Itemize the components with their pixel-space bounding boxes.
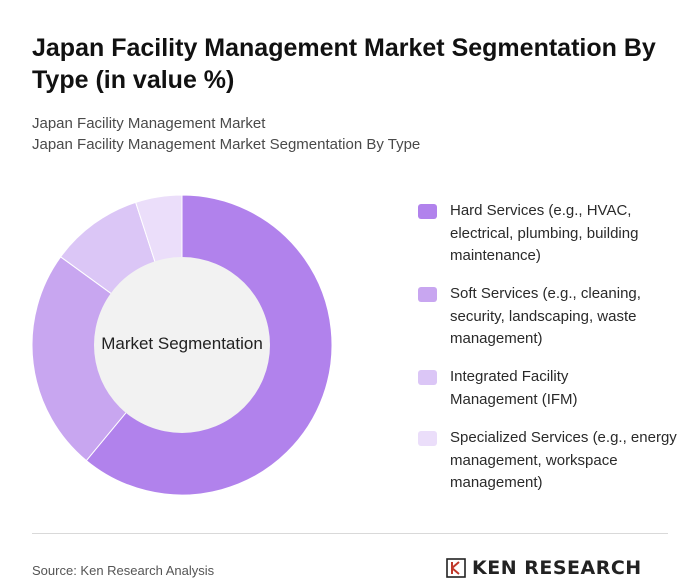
- subtitle-line-2: Japan Facility Management Market Segment…: [32, 136, 421, 153]
- legend-label-line: electrical, plumbing, building: [450, 224, 639, 242]
- legend-label-3: Integrated Facility Management (IFM): [450, 366, 578, 411]
- legend-label-line: security, landscaping, waste: [450, 307, 637, 325]
- legend-label-line: management): [450, 474, 543, 491]
- legend-item-2: Soft Services (e.g., cleaning, security, …: [418, 283, 693, 351]
- legend-swatch-2: [418, 287, 437, 302]
- donut-chart: [31, 194, 333, 496]
- legend-swatch-3: [418, 370, 437, 385]
- donut-center-label: Market Segmentation: [101, 334, 263, 353]
- legend-label-line: Management (IFM): [450, 390, 578, 408]
- chart-title: Japan Facility Management Market Segment…: [32, 34, 656, 94]
- legend-label-4: Specialized Services (e.g., energy manage…: [450, 427, 677, 495]
- ken-research-logo: KEN RESEARCH: [446, 557, 642, 579]
- source-note: Source: Ken Research Analysis: [32, 563, 215, 578]
- legend-item-1: Hard Services (e.g., HVAC, electrical, pl…: [418, 200, 693, 268]
- legend-label-2: Soft Services (e.g., cleaning, security, …: [450, 283, 641, 351]
- legend-swatch-1: [418, 204, 437, 219]
- legend-label-line: management): [450, 330, 543, 347]
- footer-divider: [32, 533, 668, 534]
- legend-label-line: maintenance): [450, 247, 541, 264]
- legend-item-4: Specialized Services (e.g., energy manage…: [418, 427, 693, 495]
- ken-research-logo-text: KEN RESEARCH: [472, 557, 642, 579]
- subtitle-line-1: Japan Facility Management Market: [32, 115, 266, 132]
- legend-item-3: Integrated Facility Management (IFM): [418, 366, 693, 411]
- legend-label-line: management, workspace: [450, 451, 618, 469]
- legend-label-line: Specialized Services (e.g., energy: [450, 429, 677, 446]
- legend-label-line: Soft Services (e.g., cleaning,: [450, 285, 641, 302]
- legend-label-line: Hard Services (e.g., HVAC,: [450, 202, 632, 219]
- donut-hole: [94, 257, 270, 433]
- legend-swatch-4: [418, 431, 437, 446]
- ken-research-logo-icon: [446, 558, 466, 578]
- legend-label-1: Hard Services (e.g., HVAC, electrical, pl…: [450, 200, 638, 268]
- legend-label-line: Integrated Facility: [450, 368, 569, 385]
- chart-subtitle: Japan Facility Management Market Japan F…: [32, 113, 672, 155]
